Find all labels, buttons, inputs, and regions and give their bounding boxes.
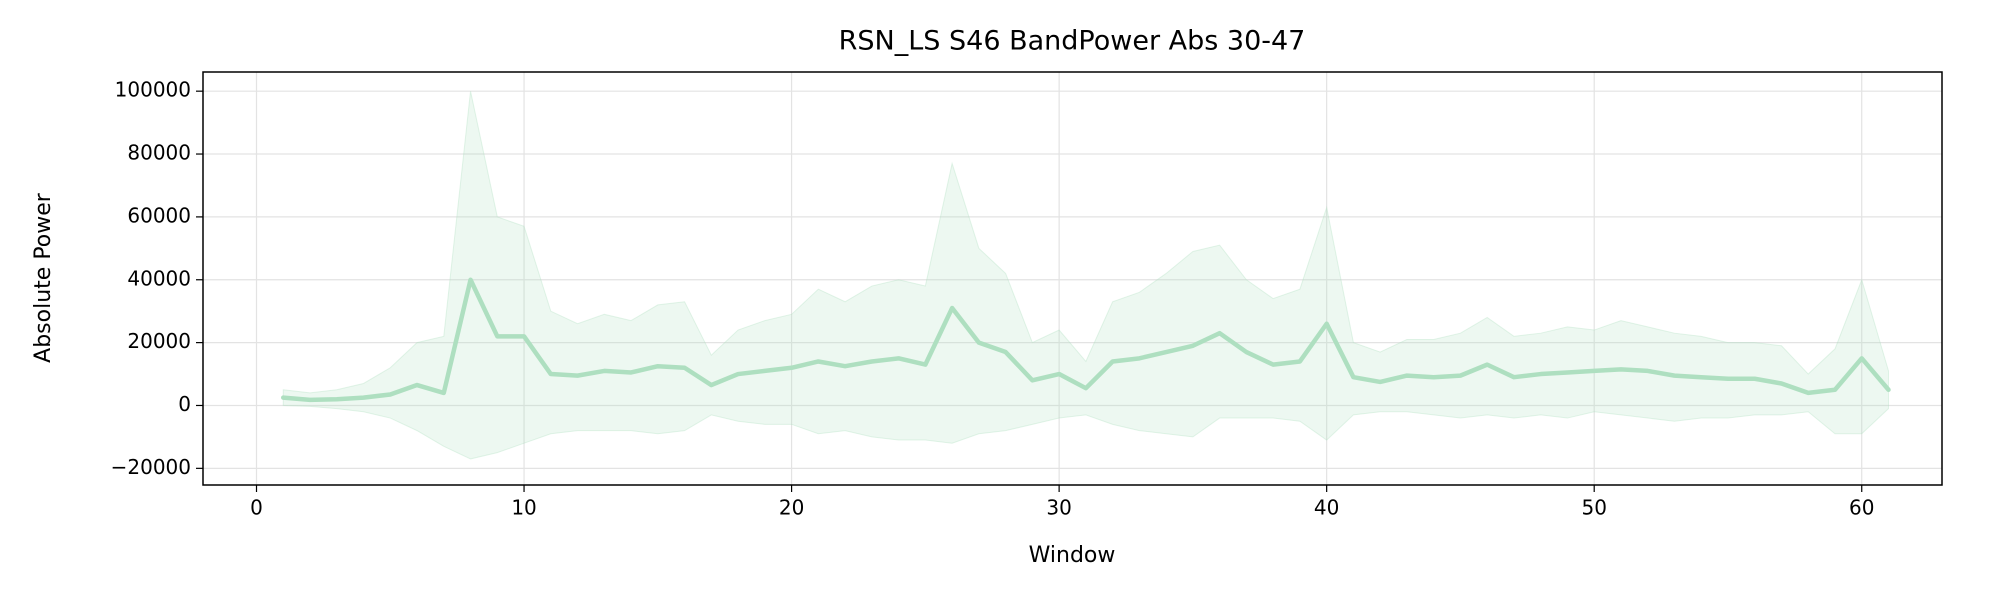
chart-title: RSN_LS S46 BandPower Abs 30-47 xyxy=(839,26,1306,57)
y-axis-label: Absolute Power xyxy=(31,192,56,363)
x-tick-label: 20 xyxy=(779,496,804,520)
x-tick-label: 60 xyxy=(1849,496,1874,520)
y-tick-label: 0 xyxy=(178,392,191,416)
x-tick-label: 40 xyxy=(1314,496,1339,520)
x-tick-label: 50 xyxy=(1581,496,1606,520)
x-tick-label: 30 xyxy=(1046,496,1071,520)
y-tick-label: 80000 xyxy=(127,141,191,165)
y-tick-label: −20000 xyxy=(111,455,191,479)
y-tick-label: 40000 xyxy=(127,266,191,290)
x-axis-label: Window xyxy=(1029,543,1116,568)
y-tick-label: 60000 xyxy=(127,203,191,227)
x-tick-label: 10 xyxy=(511,496,536,520)
plot-frame xyxy=(202,71,1943,486)
mean-line xyxy=(281,277,1891,403)
x-tick-label: 0 xyxy=(250,496,263,520)
y-tick-label: 20000 xyxy=(127,329,191,353)
y-tick-label: 100000 xyxy=(115,78,191,102)
